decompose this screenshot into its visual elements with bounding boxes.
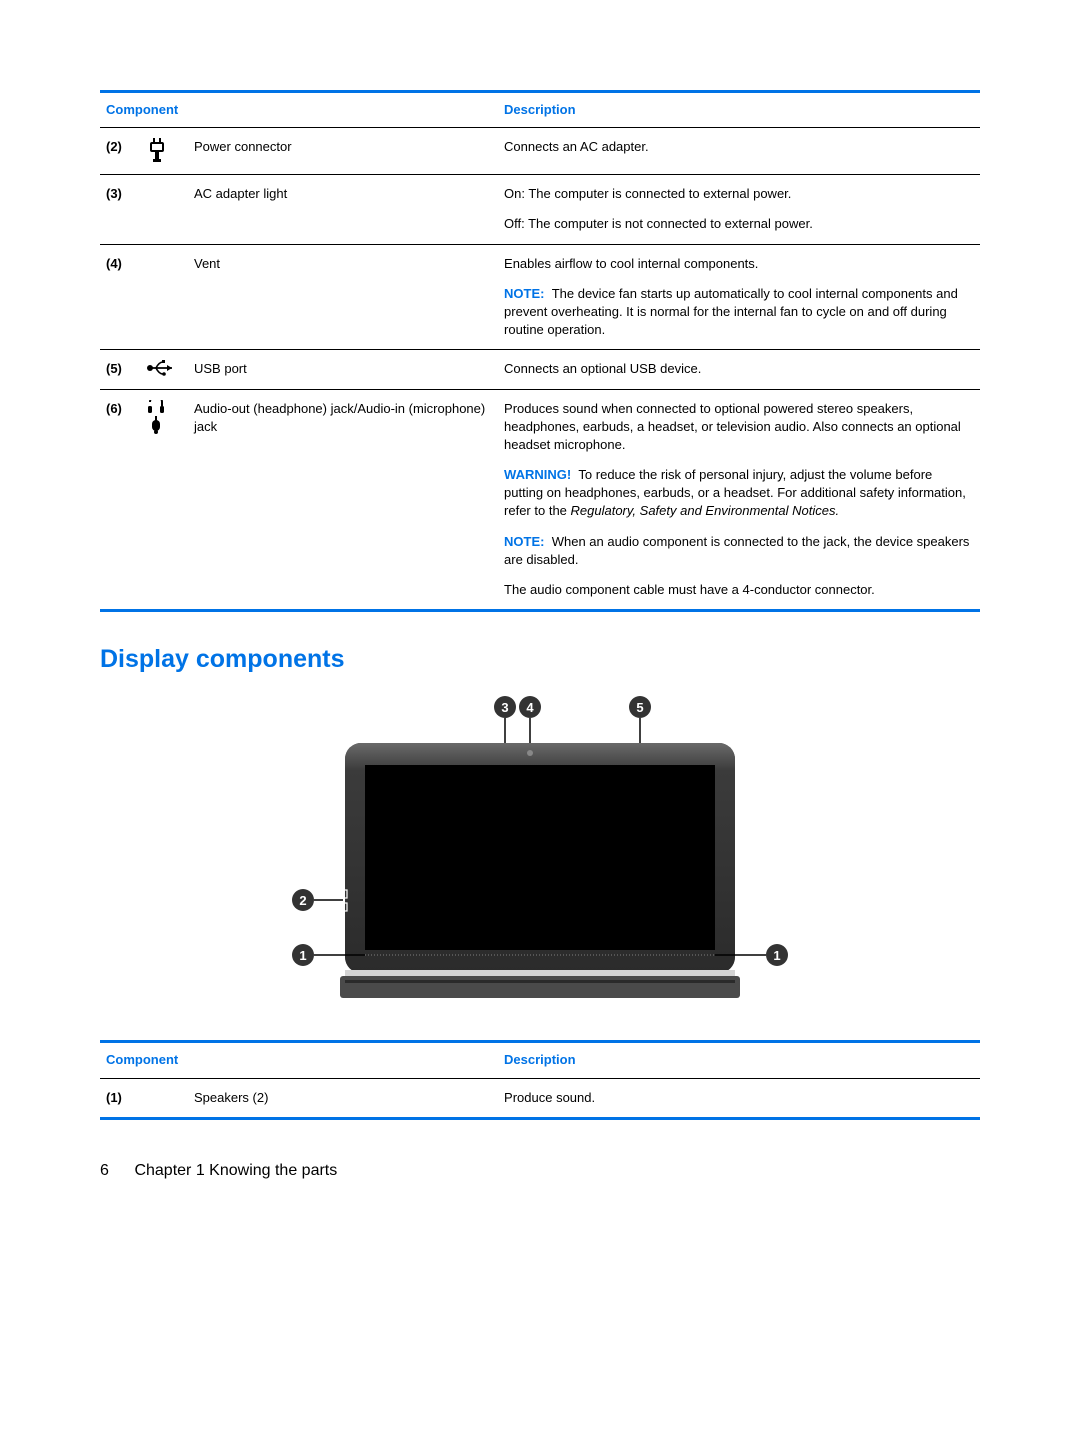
desc-text: Connects an optional USB device. [504, 360, 974, 378]
warning-text: WARNING! To reduce the risk of personal … [504, 466, 974, 521]
row-number: (6) [100, 390, 140, 610]
row-description: Produces sound when connected to optiona… [498, 390, 980, 610]
components-table-1: Component Description (2) Power connector… [100, 90, 980, 612]
row-description: Connects an optional USB device. [498, 350, 980, 388]
svg-text:3: 3 [501, 700, 508, 715]
table-row: (6) Audio-out (headphone) jack/Audio-in (… [100, 390, 980, 610]
table-row: (3) AC adapter light On: The computer is c… [100, 175, 980, 243]
callout-5: 5 [629, 696, 651, 743]
svg-text:1: 1 [299, 948, 306, 963]
row-icon [140, 175, 188, 243]
callout-3: 3 [494, 696, 516, 743]
row-description: Connects an AC adapter. [498, 128, 980, 174]
table-row: (5) USB port Connects an optional USB devi… [100, 350, 980, 388]
chapter-title: Chapter 1 Knowing the parts [134, 1162, 337, 1179]
note-text: NOTE: The device fan starts up automatic… [504, 285, 974, 340]
row-icon [140, 350, 188, 388]
row-icon [140, 390, 188, 610]
row-number: (5) [100, 350, 140, 388]
row-description: Produce sound. [498, 1079, 980, 1117]
table-row: (2) Power connector Connects an AC adapter… [100, 128, 980, 174]
note-label: NOTE: [504, 534, 544, 549]
row-component: Power connector [188, 128, 498, 174]
row-number: (1) [100, 1079, 140, 1117]
note-label: NOTE: [504, 286, 544, 301]
svg-text:5: 5 [636, 700, 643, 715]
table-header-row: Component Description [100, 93, 980, 127]
callout-2: 2 [292, 889, 347, 911]
svg-text:1: 1 [773, 948, 780, 963]
desc-text: Off: The computer is not connected to ex… [504, 215, 974, 233]
italic-ref: Regulatory, Safety and Environmental Not… [571, 503, 840, 518]
components-table-2-inner: Component Description (1) Speakers (2) Pro… [100, 1043, 980, 1116]
row-icon [140, 245, 188, 350]
header-component: Component [100, 93, 498, 127]
desc-text: Produces sound when connected to optiona… [504, 400, 974, 455]
section-title: Display components [100, 642, 980, 677]
table2-rule-bottom [100, 1117, 980, 1120]
page-number: 6 [100, 1160, 130, 1182]
table2-header-row: Component Description [100, 1043, 980, 1077]
warning-label: WARNING! [504, 467, 571, 482]
page-footer: 6 Chapter 1 Knowing the parts [100, 1160, 980, 1182]
header2-component: Component [100, 1043, 498, 1077]
svg-text:4: 4 [526, 700, 534, 715]
table-rule-bottom [100, 609, 980, 612]
row-description: On: The computer is connected to externa… [498, 175, 980, 243]
row-number: (2) [100, 128, 140, 174]
row-icon [140, 128, 188, 174]
row-icon [140, 1079, 188, 1117]
desc-text: On: The computer is connected to externa… [504, 185, 974, 203]
row-component: USB port [188, 350, 498, 388]
header2-description: Description [498, 1043, 980, 1077]
components-table: Component Description (2) Power connector… [100, 93, 980, 609]
row-description: Enables airflow to cool internal compone… [498, 245, 980, 350]
row-component: Audio-out (headphone) jack/Audio-in (mic… [188, 390, 498, 610]
desc-text: Connects an AC adapter. [504, 138, 974, 156]
header-description: Description [498, 93, 980, 127]
laptop-diagram: 3 4 5 2 1 1 [285, 695, 795, 1020]
table-row: (1) Speakers (2) Produce sound. [100, 1079, 980, 1117]
desc-text: Produce sound. [504, 1089, 974, 1107]
svg-text:2: 2 [299, 893, 306, 908]
desc-text: The audio component cable must have a 4-… [504, 581, 974, 599]
row-component: Vent [188, 245, 498, 350]
desc-text: Enables airflow to cool internal compone… [504, 255, 974, 273]
note-text: NOTE: When an audio component is connect… [504, 533, 974, 569]
row-component: AC adapter light [188, 175, 498, 243]
row-component: Speakers (2) [188, 1079, 498, 1117]
callout-4: 4 [519, 696, 541, 743]
components-table-2: Component Description (1) Speakers (2) Pro… [100, 1040, 980, 1119]
row-number: (4) [100, 245, 140, 350]
table-row: (4) Vent Enables airflow to cool internal … [100, 245, 980, 350]
row-number: (3) [100, 175, 140, 243]
